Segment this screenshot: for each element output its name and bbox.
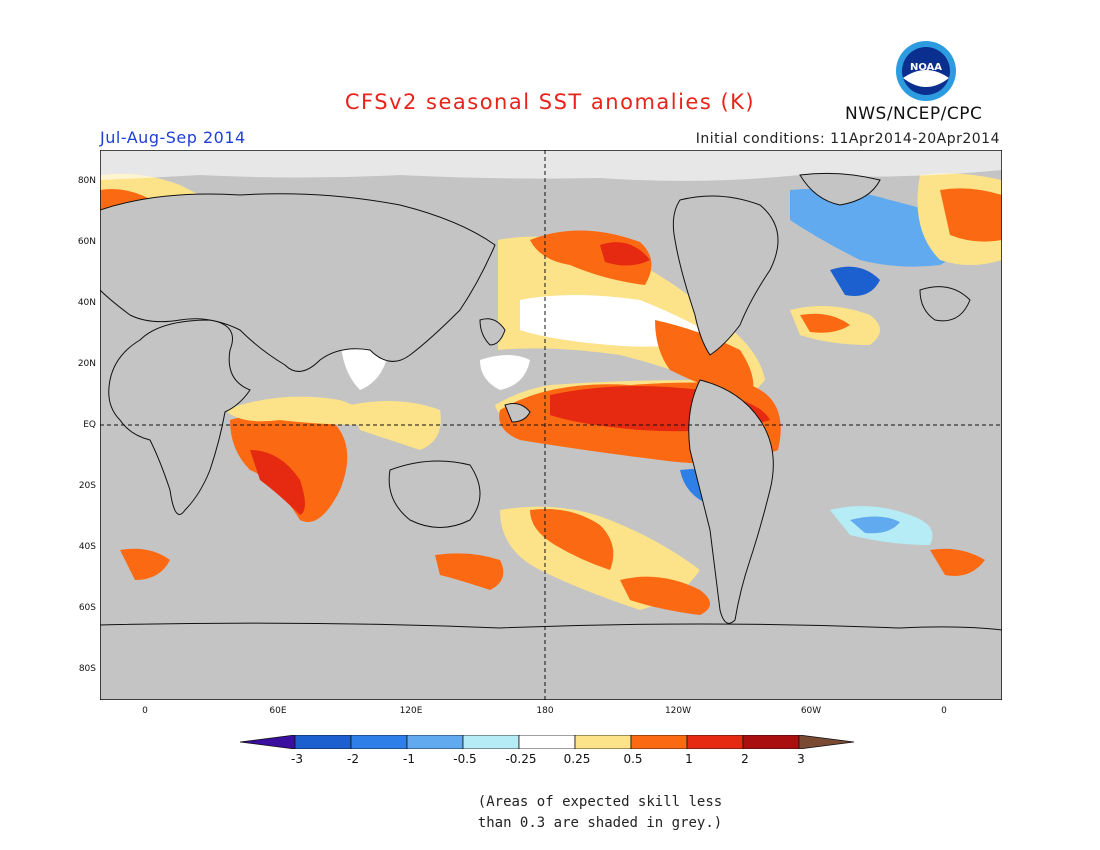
lat-label-40s: 40S xyxy=(78,542,96,552)
noaa-logo-text: NOAA xyxy=(910,62,942,73)
lat-label-40n: 40N xyxy=(77,298,96,308)
season-label: Jul-Aug-Sep 2014 xyxy=(100,128,246,147)
land-masses xyxy=(100,172,1002,700)
lon-label-60w: 60W xyxy=(800,706,822,716)
lat-label-20n: 20N xyxy=(77,359,96,369)
anomaly-fields xyxy=(100,150,1002,615)
chart-title: CFSv2 seasonal SST anomalies (K) xyxy=(344,90,756,114)
colorbar-label-neg3: -3 xyxy=(291,752,303,766)
colorbar-label-pos1: 1 xyxy=(685,752,693,766)
colorbar-label-pos05: 0.5 xyxy=(623,752,643,766)
agency-label: NWS/NCEP/CPC xyxy=(845,104,983,124)
colorbar-cell-4 xyxy=(462,735,520,749)
colorbar-cell-7 xyxy=(630,735,688,749)
lon-label-120e: 120E xyxy=(399,706,423,716)
lat-label-60n: 60N xyxy=(77,237,96,247)
skill-note-line1: (Areas of expected skill less xyxy=(477,794,723,810)
skill-note: (Areas of expected skill less than 0.3 a… xyxy=(470,792,730,834)
colorbar-cell-2 xyxy=(350,735,408,749)
colorbar-label-neg2: -2 xyxy=(347,752,359,766)
lon-label-0-right: 0 xyxy=(941,706,947,716)
sst-anomaly-map xyxy=(100,150,1002,700)
lat-label-eq: EQ xyxy=(83,420,96,430)
colorbar-label-pos2: 2 xyxy=(741,752,749,766)
skill-note-line2: than 0.3 are shaded in grey.) xyxy=(477,815,723,831)
colorbar-label-neg1: -1 xyxy=(403,752,415,766)
lon-label-60e: 60E xyxy=(269,706,287,716)
colorbar-cell-10 xyxy=(798,735,855,749)
lon-label-120w: 120W xyxy=(664,706,692,716)
colorbar-label-neg025: -0.25 xyxy=(505,752,537,766)
lat-label-80s: 80S xyxy=(78,664,96,674)
lat-label-20s: 20S xyxy=(78,481,96,491)
colorbar-label-neg05: -0.5 xyxy=(453,752,477,766)
colorbar-cell-8 xyxy=(686,735,744,749)
lon-label-180: 180 xyxy=(536,706,554,716)
colorbar-cell-5 xyxy=(518,735,576,749)
colorbar-label-pos025: 0.25 xyxy=(563,752,591,766)
lon-label-0-left: 0 xyxy=(142,706,148,716)
lat-label-80n: 80N xyxy=(77,176,96,186)
colorbar-label-pos3: 3 xyxy=(797,752,805,766)
initial-conditions: Initial conditions: 11Apr2014-20Apr2014 xyxy=(695,131,1000,147)
colorbar-cell-3 xyxy=(406,735,464,749)
noaa-logo: NOAA xyxy=(896,41,956,101)
reference-lines xyxy=(100,150,1002,700)
colorbar-cell-6 xyxy=(574,735,632,749)
lat-label-60s: 60S xyxy=(78,603,96,613)
colorbar-cell-1 xyxy=(294,735,352,749)
colorbar-cell-0 xyxy=(240,735,296,749)
colorbar xyxy=(240,735,855,749)
colorbar-cell-9 xyxy=(742,735,800,749)
